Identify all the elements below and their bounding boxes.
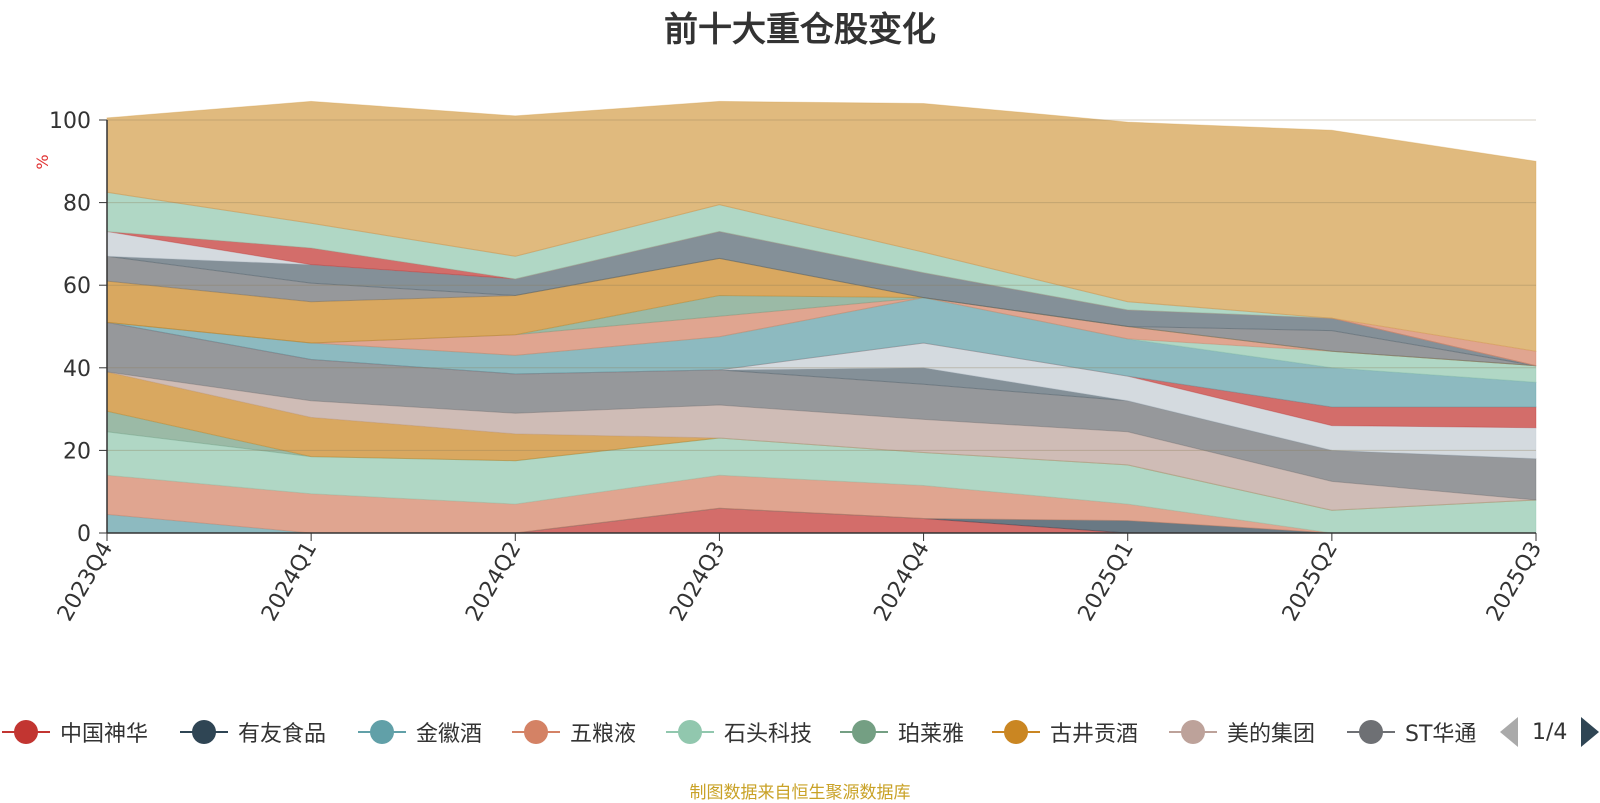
- legend-item[interactable]: 石头科技: [664, 714, 812, 750]
- legend-marker-icon: [1167, 714, 1219, 750]
- legend-item[interactable]: 金徽酒: [356, 714, 482, 750]
- grid-lines: [107, 119, 1536, 451]
- legend-marker-icon: [178, 714, 230, 750]
- y-tick-label: 100: [49, 109, 91, 134]
- x-tick-label: 2024Q4: [869, 538, 934, 626]
- legend-label: 珀莱雅: [898, 722, 965, 747]
- legend-marker-icon: [838, 714, 890, 750]
- legend-marker-icon: [990, 714, 1042, 750]
- legend-page-indicator: 1/4: [1532, 719, 1568, 745]
- chart-title: 前十大重仓股变化: [664, 10, 936, 50]
- source-note: 制图数据来自恒生聚源数据库: [689, 783, 911, 803]
- legend-item[interactable]: 有友食品: [178, 714, 326, 750]
- legend-label: ST华通: [1405, 722, 1477, 747]
- area-series-10: [106, 321, 1537, 460]
- legend-marker-icon: [664, 714, 716, 750]
- legend-item[interactable]: 古井贡酒: [990, 714, 1138, 750]
- x-tick-label: 2025Q1: [1074, 538, 1139, 626]
- x-tick-label: 2024Q2: [461, 538, 526, 626]
- y-tick-label: 80: [63, 192, 91, 217]
- x-tick-label: 2025Q3: [1482, 538, 1547, 626]
- area-series-17: [106, 255, 1537, 367]
- y-axis-unit-label: %: [33, 154, 52, 169]
- x-tick-label: 2024Q1: [257, 538, 322, 626]
- legend-item[interactable]: 美的集团: [1167, 714, 1315, 750]
- legend-item[interactable]: 中国神华: [0, 714, 148, 750]
- area-series-11: [106, 321, 1537, 429]
- area-series-23: [106, 100, 1537, 352]
- y-tick-label: 60: [63, 274, 91, 299]
- legend-pager: 1/4: [1500, 714, 1600, 750]
- legend-prev-icon[interactable]: [1500, 717, 1518, 747]
- legend-label: 有友食品: [238, 722, 327, 747]
- x-tick-label: 2025Q2: [1278, 538, 1343, 626]
- legend-label: 中国神华: [60, 722, 149, 747]
- legend-label: 美的集团: [1227, 722, 1316, 747]
- legend-item[interactable]: ST华通: [1345, 714, 1476, 750]
- area-series-13: [106, 297, 1537, 383]
- legend-marker-icon: [0, 714, 52, 750]
- area-layers: [106, 100, 1537, 534]
- legend-item[interactable]: 五粮液: [510, 714, 636, 750]
- legend-label: 五粮液: [570, 722, 637, 747]
- x-tick-label: 2023Q4: [53, 538, 118, 626]
- legend-marker-icon: [510, 714, 562, 750]
- y-tick-label: 20: [63, 439, 91, 464]
- legend: 中国神华 有友食品 金徽酒 五粮液 石头科技 珀莱雅 古井贡酒 美的集团 ST华通 1/4: [0, 714, 1600, 750]
- legend-next-icon[interactable]: [1581, 717, 1600, 747]
- y-tick-label: 40: [63, 357, 91, 382]
- legend-label: 古井贡酒: [1050, 722, 1139, 747]
- legend-marker-icon: [1345, 714, 1397, 750]
- legend-item[interactable]: 珀莱雅: [838, 714, 964, 750]
- y-tick-label: 0: [77, 522, 91, 547]
- area-series-16: [106, 257, 1537, 367]
- legend-label: 金徽酒: [416, 722, 483, 747]
- legend-label: 石头科技: [724, 722, 813, 747]
- x-tick-label: 2024Q3: [665, 538, 730, 626]
- area-series-12: [106, 297, 1537, 408]
- legend-marker-icon: [356, 714, 408, 750]
